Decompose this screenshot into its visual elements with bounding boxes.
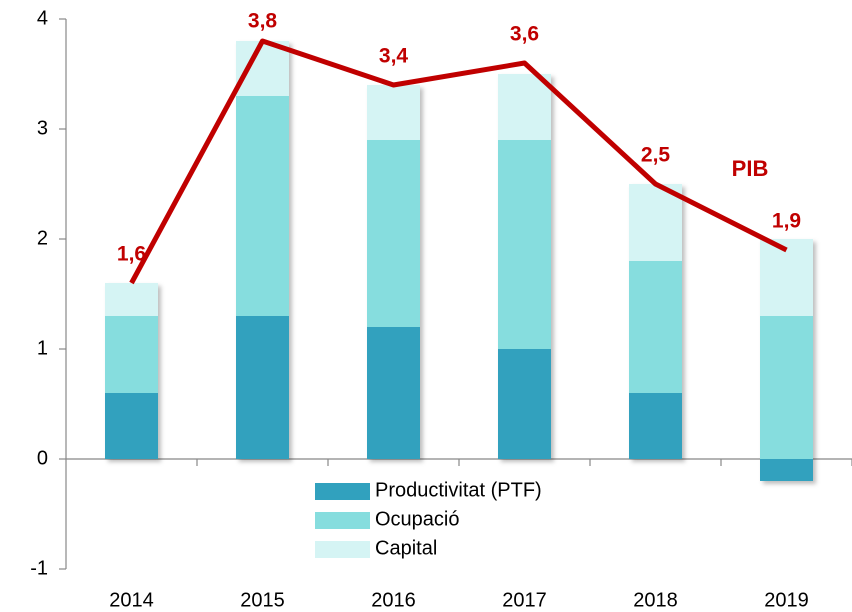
x-tick-label: 2016: [371, 589, 416, 611]
bar: [629, 184, 682, 261]
data-label: 3,6: [510, 23, 539, 46]
bar: [105, 316, 158, 393]
legend-swatch: [315, 512, 370, 529]
bar-stack: [498, 74, 551, 459]
x-tick-label: 2015: [240, 589, 285, 611]
bar-stack: [367, 85, 420, 459]
legend-swatch: [315, 541, 370, 558]
x-tick-label: 2018: [633, 589, 678, 611]
bar: [367, 327, 420, 459]
bar-stack: [236, 41, 289, 459]
data-label: 1,6: [117, 243, 146, 266]
data-label: 1,9: [772, 210, 801, 233]
bar: [105, 393, 158, 459]
series-label: PIB: [732, 156, 769, 181]
x-tick-label: 2017: [502, 589, 547, 611]
line: [129, 38, 788, 285]
legend-label: Capital: [375, 537, 437, 559]
legend-swatch: [315, 483, 370, 500]
bar-stack: [105, 283, 158, 459]
y-tick-label: 2: [37, 227, 48, 249]
x-tick-label: 2019: [764, 589, 809, 611]
bar: [367, 85, 420, 140]
data-label: 3,4: [379, 45, 409, 68]
bar: [498, 349, 551, 459]
bar: [105, 283, 158, 316]
bar: [367, 140, 420, 327]
bar: [760, 316, 813, 459]
bar: [629, 261, 682, 393]
bar: [498, 140, 551, 349]
y-tick-label: 4: [37, 7, 48, 29]
legend-label: Ocupació: [375, 508, 460, 530]
bar: [236, 316, 289, 459]
data-label: 3,8: [248, 10, 278, 33]
bar: [236, 96, 289, 316]
bar: [629, 393, 682, 459]
y-tick-label: -1: [30, 557, 48, 579]
x-tick-label: 2014: [109, 589, 154, 611]
bar-stack: [629, 184, 682, 459]
bar-stack: [760, 239, 813, 481]
y-tick-label: 3: [37, 117, 48, 139]
bar: [498, 74, 551, 140]
y-tick-label: 1: [37, 337, 48, 359]
legend-label: Productivitat (PTF): [375, 479, 542, 501]
y-tick-label: 0: [37, 447, 48, 469]
data-label: 2,5: [641, 144, 671, 167]
bar: [760, 239, 813, 316]
bar: [760, 459, 813, 481]
